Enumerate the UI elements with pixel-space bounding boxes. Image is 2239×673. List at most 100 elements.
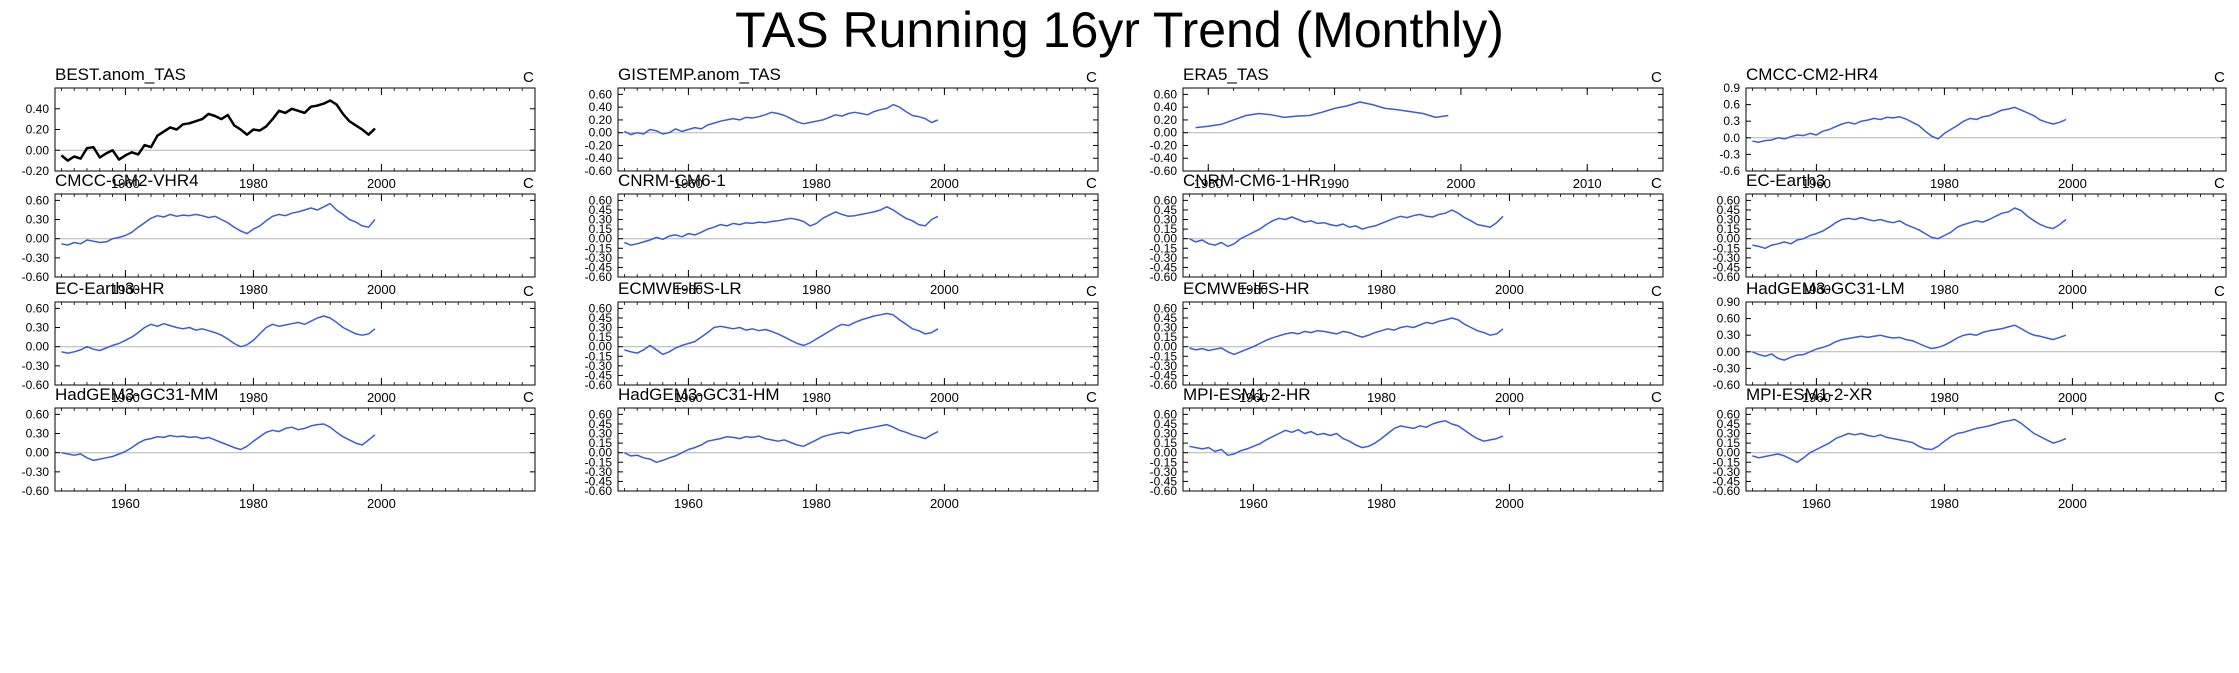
x-tick-label: 2000 bbox=[930, 176, 959, 191]
y-tick-label: -0.45 bbox=[1713, 260, 1741, 274]
y-tick-label: 0.45 bbox=[589, 417, 613, 431]
panel-title: MPI-ESM1-2-HR bbox=[1183, 385, 1311, 404]
y-tick-label: -0.60 bbox=[585, 270, 613, 284]
y-tick-label: 0.60 bbox=[26, 301, 50, 315]
x-tick-label: 1980 bbox=[802, 390, 831, 405]
y-tick-label: 0.00 bbox=[1154, 446, 1178, 460]
y-tick-label: -0.20 bbox=[22, 164, 50, 178]
panel-title: CMCC-CM2-VHR4 bbox=[55, 171, 199, 190]
y-tick-label: 0.45 bbox=[1717, 417, 1741, 431]
y-tick-label: -0.20 bbox=[1150, 138, 1178, 152]
y-tick-label: 0.00 bbox=[26, 232, 50, 246]
x-tick-label: 2000 bbox=[2058, 496, 2087, 511]
panel-title: CNRM-CM6-1-HR bbox=[1183, 171, 1321, 190]
y-tick-label: 0.60 bbox=[589, 301, 613, 315]
y-tick-label: -0.30 bbox=[1150, 359, 1178, 373]
y-tick-label: 0.40 bbox=[589, 100, 613, 114]
series-line bbox=[1189, 420, 1504, 456]
y-tick-label: -0.30 bbox=[1150, 465, 1178, 479]
y-tick-label: -0.60 bbox=[1150, 270, 1178, 284]
y-tick-label: -0.30 bbox=[1150, 251, 1178, 265]
y-tick-label: -0.45 bbox=[585, 474, 613, 488]
x-tick-label: 1980 bbox=[239, 282, 268, 297]
series-line bbox=[1189, 317, 1504, 356]
x-tick-label: 1980 bbox=[1930, 176, 1959, 191]
y-tick-label: -0.6 bbox=[1719, 164, 1740, 178]
y-tick-label: -0.60 bbox=[585, 164, 613, 178]
panel-units: C bbox=[523, 175, 534, 192]
x-tick-label: 2000 bbox=[930, 282, 959, 297]
y-tick-label: 0.60 bbox=[589, 193, 613, 207]
panel-3: ERA5_TAS C -0.60-0.40-0.200.000.200.400.60… bbox=[1150, 65, 1664, 191]
y-tick-label: 0.15 bbox=[1717, 436, 1741, 450]
panel-title: EC-Earth3-HR bbox=[55, 279, 165, 298]
x-tick-label: 1980 bbox=[802, 176, 831, 191]
y-tick-label: 0.9 bbox=[1723, 81, 1740, 95]
series-line bbox=[624, 423, 939, 464]
panel-title: ECMWF-IFS-HR bbox=[1183, 279, 1310, 298]
y-tick-label: -0.45 bbox=[585, 260, 613, 274]
plot-frame bbox=[54, 87, 536, 172]
x-tick-label: 2000 bbox=[367, 496, 396, 511]
x-tick-label: 1960 bbox=[111, 390, 140, 405]
x-tick-label: 1960 bbox=[1802, 176, 1831, 191]
y-tick-label: 0.00 bbox=[1717, 446, 1741, 460]
x-tick-label: 2000 bbox=[1495, 390, 1524, 405]
y-tick-label: 0.45 bbox=[1154, 417, 1178, 431]
x-tick-label: 2000 bbox=[1446, 176, 1475, 191]
y-tick-label: -0.60 bbox=[585, 378, 613, 392]
y-tick-label: 0.15 bbox=[589, 436, 613, 450]
series-line bbox=[1195, 101, 1449, 129]
panel-title: EC-Earth3 bbox=[1746, 171, 1825, 190]
panel-units: C bbox=[1651, 283, 1662, 300]
x-tick-label: 2000 bbox=[367, 390, 396, 405]
x-tick-label: 1960 bbox=[1239, 390, 1268, 405]
y-tick-label: -0.30 bbox=[1713, 465, 1741, 479]
y-tick-label: 0.45 bbox=[1717, 203, 1741, 217]
y-tick-label: 0.30 bbox=[26, 321, 50, 335]
y-tick-label: -0.15 bbox=[1150, 455, 1178, 469]
x-tick-label: 1960 bbox=[111, 176, 140, 191]
y-tick-label: 0.15 bbox=[589, 222, 613, 236]
panel-2: GISTEMP.anom_TAS C -0.60-0.40-0.200.000.20… bbox=[585, 65, 1099, 191]
x-tick-label: 2000 bbox=[930, 496, 959, 511]
y-tick-label: -0.15 bbox=[1150, 241, 1178, 255]
y-tick-label: 0.60 bbox=[1717, 407, 1741, 421]
y-tick-label: 0.00 bbox=[589, 126, 613, 140]
x-tick-label: 1980 bbox=[239, 176, 268, 191]
panel-4: CMCC-CM2-HR4 C -0.6 -0.3 0.0 0.3 0.6 0.9 1960 198… bbox=[1719, 65, 2227, 191]
x-tick-label: 1960 bbox=[111, 282, 140, 297]
y-tick-label: -0.60 bbox=[22, 378, 50, 392]
panel-units: C bbox=[1086, 175, 1097, 192]
y-tick-label: 0.30 bbox=[1154, 213, 1178, 227]
y-tick-label: 0.15 bbox=[1154, 330, 1178, 344]
panel-units: C bbox=[1651, 175, 1662, 192]
y-tick-label: -0.30 bbox=[585, 465, 613, 479]
panel-units: C bbox=[1651, 389, 1662, 406]
y-tick-label: 0.60 bbox=[1154, 301, 1178, 315]
y-tick-label: -0.60 bbox=[1713, 484, 1741, 498]
y-tick-label: -0.30 bbox=[585, 359, 613, 373]
y-tick-label: 0.00 bbox=[26, 340, 50, 354]
y-tick-label: 0.6 bbox=[1723, 98, 1740, 112]
panel-16: MPI-ESM1-2-XR C-0.60-0.45-0.30-0.150.000.… bbox=[1713, 385, 2227, 511]
panel-units: C bbox=[2214, 389, 2225, 406]
y-tick-label: 0.00 bbox=[1717, 345, 1741, 359]
panel-title: ECMWF-IFS-LR bbox=[618, 279, 742, 298]
y-tick-label: 0.45 bbox=[1154, 203, 1178, 217]
x-tick-label: 1980 bbox=[1367, 496, 1396, 511]
figure-title: TAS Running 16yr Trend (Monthly) bbox=[735, 2, 1504, 58]
series-line bbox=[624, 312, 939, 356]
y-tick-label: 0.60 bbox=[1154, 87, 1178, 101]
panel-units: C bbox=[1086, 69, 1097, 86]
y-tick-label: 0.60 bbox=[1154, 407, 1178, 421]
panel-units: C bbox=[523, 283, 534, 300]
x-tick-label: 1980 bbox=[239, 390, 268, 405]
y-tick-label: -0.45 bbox=[1713, 474, 1741, 488]
y-tick-label: -0.30 bbox=[22, 251, 50, 265]
y-tick-label: -0.30 bbox=[22, 359, 50, 373]
panel-title: BEST.anom_TAS bbox=[55, 65, 186, 84]
y-tick-label: 0.00 bbox=[1154, 340, 1178, 354]
panel-14: HadGEM3-GC31-HM C -0.60-0.45-0.30-0.150.00… bbox=[585, 385, 1099, 511]
panel-title: HadGEM3-GC31-HM bbox=[618, 385, 780, 404]
